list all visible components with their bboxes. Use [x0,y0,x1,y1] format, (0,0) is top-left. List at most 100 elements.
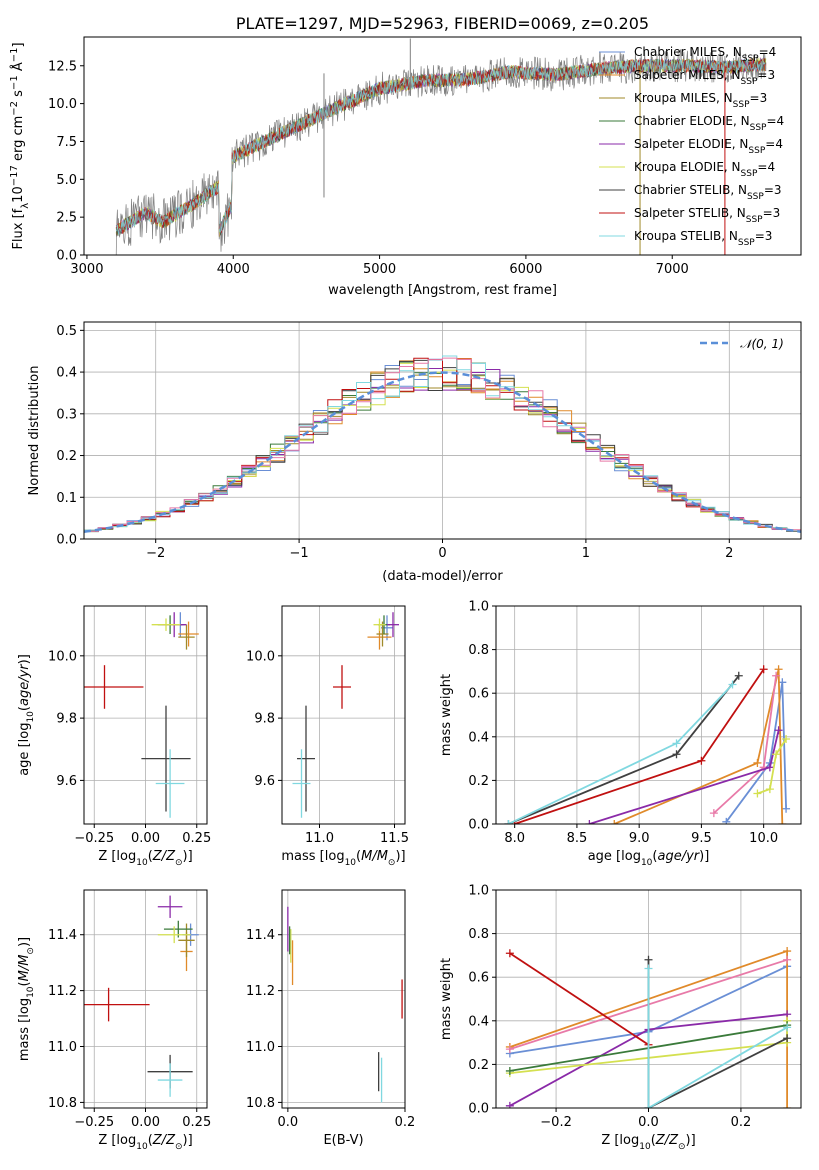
legend-entry: Salpeter STELIB, NSSP=3 [634,206,780,225]
legend-entry: Chabrier ELODIE, NSSP=4 [634,114,784,133]
data-point-5 [157,926,191,944]
x-tick-label: 0.0 [278,1115,299,1130]
weight-marker [585,820,594,824]
weight-marker [505,949,514,958]
y-tick-label: 9.6 [254,774,275,789]
weight-marker [505,1101,514,1108]
weight-marker [644,964,653,973]
y-tick-label: 9.8 [254,712,275,727]
weight-marker [722,817,731,824]
weight-line-4 [757,738,787,795]
weight-marker [709,809,718,818]
x-tick-label: 11.5 [380,831,409,846]
weight-marker [783,955,792,964]
plot-area [84,612,199,818]
y-tick-label: 0.2 [468,774,489,789]
y-tick-label: 0.2 [468,1058,489,1073]
weight-marker [672,750,681,759]
weight-marker [765,785,774,794]
weight-marker [772,671,781,680]
histogram-step-9 [84,357,801,532]
x-axis-label: Z [log10(Z/Z⊙)] [601,1133,695,1152]
plot-area [504,665,791,824]
x-tick-label: 4000 [217,262,250,277]
x-tick-label: 2 [725,546,733,561]
x-tick-label: 0.00 [131,1115,160,1130]
y-axis-label: mass weight [439,958,454,1040]
x-tick-label: 0.25 [182,831,211,846]
weight-marker [728,680,737,689]
plot-area [287,906,403,1103]
data-point-5 [151,618,181,631]
data-point-7 [84,665,144,709]
weight-marker [505,1066,514,1075]
data-point-4 [157,895,183,918]
data-point-6 [141,705,191,812]
legend-entry: Chabrier MILES, NSSP=4 [634,45,776,64]
weight-marker [505,1045,514,1054]
plot-area [84,355,801,533]
weight-marker [778,820,787,824]
plot-area [505,947,792,1108]
x-tick-label: 3000 [70,262,103,277]
y-tick-label: 9.8 [56,712,77,727]
y-axis-label: mass [log10(M/M⊙)] [17,937,36,1061]
x-axis-label: E(B-V) [323,1133,363,1148]
weight-marker [610,820,619,824]
panel-weight_vs_Z: −0.2 0.0 0.2 0.0 0.2 0.4 0.6 0.8 1.0 Z [log10(Z/Z… [439,884,802,1152]
observed-spectrum-line [115,49,767,255]
y-tick-label: 0.0 [56,533,77,548]
x-tick-label: 9.0 [629,831,650,846]
weight-marker [753,758,762,767]
weight-marker [783,1104,792,1108]
data-point-7 [333,665,351,709]
legend-entry: Salpeter MILES, NSSP=3 [634,68,775,87]
x-axis-label: wavelength [Angstrom, rest frame] [328,283,557,298]
legend-entry: 𝒩(0, 1) [740,337,784,351]
data-point-8 [157,1063,183,1097]
data-point-7 [84,987,150,1022]
legend: 𝒩(0, 1) [700,337,784,351]
x-tick-label: 0.0 [638,1115,659,1130]
y-tick-label: 1.0 [468,884,489,899]
y-tick-label: 11.2 [48,984,77,999]
x-tick-label: 11.0 [305,831,334,846]
y-axis-label: Normed distribution [27,366,42,496]
panel-age_vs_Z: −0.25 0.00 0.25 9.6 9.8 10.0 Z [log10(Z/Z⊙)] ag… [17,605,211,868]
x-tick-label: 0 [438,546,446,561]
x-tick-label: −1 [290,546,309,561]
chart-title: PLATE=1297, MJD=52963, FIBERID=0069, z=0… [236,14,649,33]
weight-line-8 [647,968,788,1108]
y-tick-label: 5.0 [56,173,77,188]
y-axis-label: Flux [fλ10−17 erg cm−2 s−1 Å−1] [9,42,31,249]
y-tick-label: 0.8 [468,927,489,942]
weight-marker [783,1034,792,1043]
y-tick-label: 10.0 [48,649,77,664]
legend-entry: Chabrier STELIB, NSSP=3 [634,183,782,202]
x-tick-label: −0.25 [74,831,114,846]
y-tick-label: 1.0 [468,600,489,615]
weight-marker [697,756,706,765]
y-tick-label: 11.4 [48,928,77,943]
weight-marker [774,726,783,735]
x-tick-label: 0.25 [182,1115,211,1130]
x-tick-label: 6000 [509,262,542,277]
x-tick-label: 1 [582,546,590,561]
legend-entry: Kroupa MILES, NSSP=3 [634,91,767,110]
weight-marker [774,665,783,674]
weight-marker [765,763,774,772]
plot-area [84,895,199,1097]
x-tick-label: 7000 [656,262,689,277]
y-tick-label: 11.2 [246,984,275,999]
x-axis-label: Z [log10(Z/Z⊙)] [98,849,192,868]
data-point-8 [155,749,185,818]
y-axis-label: mass weight [439,674,454,756]
model-line-8 [115,58,767,236]
weight-marker [759,665,768,674]
weight-marker [672,739,681,748]
x-tick-label: 8.5 [567,831,588,846]
axes-frame [83,321,802,540]
weight-marker [783,947,792,956]
y-tick-label: 10.0 [48,97,77,112]
